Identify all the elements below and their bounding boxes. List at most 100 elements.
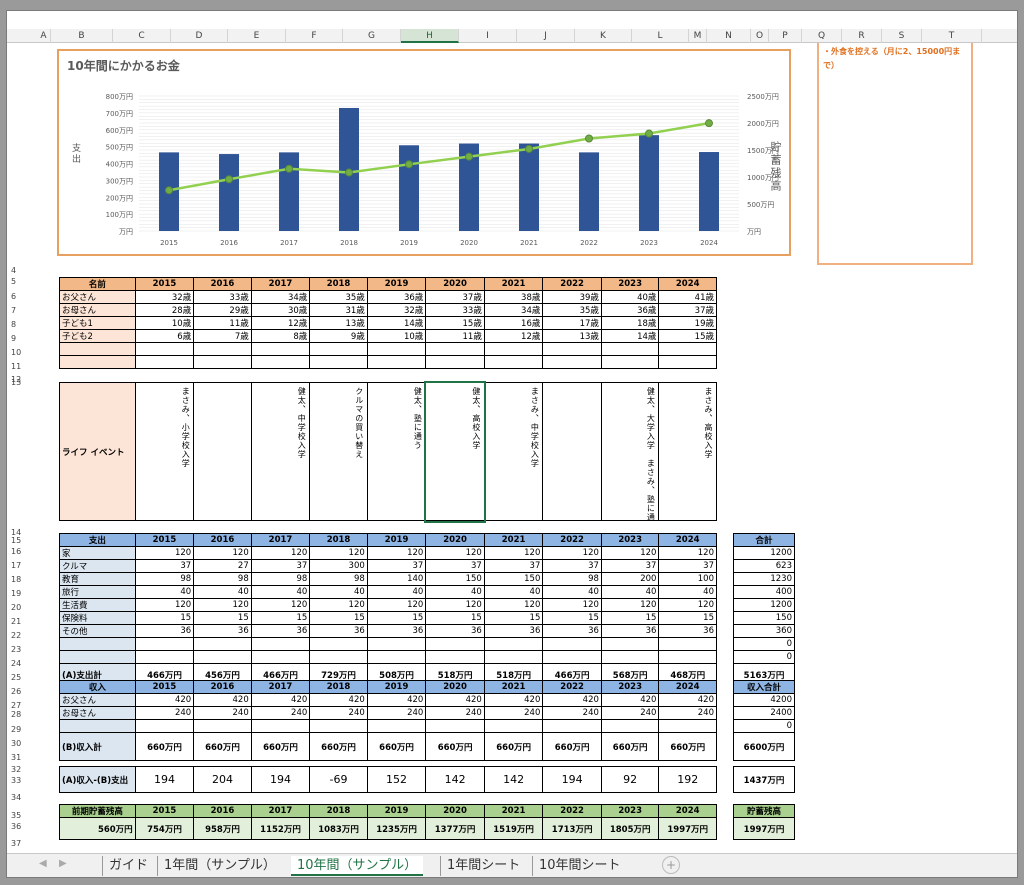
ages-row-value[interactable] [658, 355, 717, 369]
life-event-cell[interactable]: まさみ、高校入学 [658, 382, 717, 521]
ages-row-value[interactable]: 32歳 [134, 290, 195, 304]
ages-row-value[interactable]: 14歳 [600, 329, 660, 343]
expense-row-value[interactable]: 120 [193, 546, 252, 560]
ages-row-value[interactable]: 9歳 [309, 329, 368, 343]
ages-row-value[interactable]: 35歳 [309, 290, 368, 304]
row-header-35[interactable]: 35 [11, 811, 22, 820]
life-event-cell[interactable]: まさみ、小学校入学 [134, 382, 195, 521]
expense-header-value[interactable]: 2017 [250, 533, 311, 547]
income-total-value[interactable]: 660万円 [658, 732, 717, 761]
life-event-cell[interactable]: 健太、大学入学 まさみ、塾に通う [600, 382, 660, 521]
ages-row-value[interactable]: 16歳 [483, 316, 544, 330]
expense-row-value[interactable]: 98 [250, 572, 311, 586]
expense-row-value[interactable]: 27 [193, 559, 252, 573]
savings-row-value[interactable]: 1997万円 [658, 817, 717, 840]
column-header-f[interactable]: F [286, 29, 343, 43]
row-header-10[interactable]: 10 [11, 348, 22, 357]
income-row-value[interactable] [542, 719, 602, 733]
column-header-n[interactable]: N [707, 29, 751, 43]
ages-row-value[interactable] [483, 355, 544, 369]
row-header-22[interactable]: 22 [11, 631, 22, 640]
income-row-label[interactable] [59, 719, 136, 733]
expense-row-value[interactable]: 36 [483, 624, 544, 638]
row-header-7[interactable]: 7 [11, 306, 17, 315]
row-header-25[interactable]: 25 [11, 673, 22, 682]
expense-header-value[interactable]: 2023 [600, 533, 660, 547]
savings-row-value[interactable]: 1377万円 [425, 817, 485, 840]
expense-row-value[interactable] [134, 650, 195, 664]
tab-scroll-left-icon[interactable]: ◀ [39, 858, 47, 869]
expense-row-value[interactable]: 120 [309, 598, 368, 612]
income-row-value[interactable]: 240 [425, 706, 485, 720]
ages-row-value[interactable]: 30歳 [250, 303, 311, 317]
row-header-6[interactable]: 6 [11, 292, 17, 301]
income-row-value[interactable]: 420 [425, 693, 485, 707]
ages-row-value[interactable]: 15歳 [425, 316, 485, 330]
savings-header-value[interactable]: 2017 [250, 804, 311, 818]
column-header-b[interactable]: B [51, 29, 113, 43]
expense-row-value[interactable]: 98 [193, 572, 252, 586]
expense-row-value[interactable]: 15 [193, 611, 252, 625]
ages-row-value[interactable]: 12歳 [483, 329, 544, 343]
life-event-cell[interactable]: まさみ、中学校入学 [483, 382, 544, 521]
expense-row-value[interactable]: 15 [309, 611, 368, 625]
income-row-value[interactable]: 420 [309, 693, 368, 707]
savings-header-label[interactable]: 前期貯蓄残高 [59, 804, 136, 818]
tab-scroll-right-icon[interactable]: ▶ [59, 858, 67, 869]
ages-row-value[interactable]: 15歳 [658, 329, 717, 343]
income-header-value[interactable]: 2015 [134, 680, 195, 694]
ages-row-value[interactable]: 33歳 [425, 303, 485, 317]
income-row-value[interactable] [366, 719, 427, 733]
row-header-17[interactable]: 17 [11, 561, 22, 570]
income-row-value[interactable]: 420 [193, 693, 252, 707]
ages-row-value[interactable]: 36歳 [600, 303, 660, 317]
ages-row-value[interactable] [425, 342, 485, 356]
ages-row-value[interactable]: 39歳 [542, 290, 602, 304]
ages-row-value[interactable] [193, 355, 252, 369]
ages-row-value[interactable] [542, 342, 602, 356]
life-event-cell[interactable] [542, 382, 602, 521]
expense-row-value[interactable]: 120 [425, 598, 485, 612]
expense-row-value[interactable] [542, 637, 602, 651]
ages-row-value[interactable]: 14歳 [366, 316, 427, 330]
income-total-value[interactable]: 660万円 [309, 732, 368, 761]
expense-row-value[interactable]: 150 [425, 572, 485, 586]
expense-header-value[interactable]: 2015 [134, 533, 195, 547]
income-total-value[interactable]: 660万円 [542, 732, 602, 761]
expense-row-label[interactable]: 旅行 [59, 585, 136, 599]
ages-row-value[interactable]: 31歳 [309, 303, 368, 317]
ages-header-value[interactable]: 2023 [600, 277, 660, 291]
expense-row-value[interactable]: 120 [366, 546, 427, 560]
income-row-value[interactable]: 420 [658, 693, 717, 707]
income-total-value[interactable]: 660万円 [425, 732, 485, 761]
ages-row-value[interactable] [250, 355, 311, 369]
row-header-13[interactable]: 13 [11, 378, 22, 387]
expense-row-value[interactable] [193, 650, 252, 664]
savings-header-value[interactable]: 2021 [483, 804, 544, 818]
income-row-value[interactable] [658, 719, 717, 733]
ages-row-value[interactable] [193, 342, 252, 356]
ages-row-value[interactable]: 34歳 [483, 303, 544, 317]
column-header-k[interactable]: K [575, 29, 632, 43]
expense-row-label[interactable]: 教育 [59, 572, 136, 586]
expense-row-value[interactable] [366, 637, 427, 651]
expense-row-value[interactable]: 200 [600, 572, 660, 586]
expense-row-value[interactable]: 120 [134, 598, 195, 612]
expense-row-value[interactable]: 40 [658, 585, 717, 599]
expense-row-value[interactable] [250, 637, 311, 651]
expense-header-value[interactable]: 2018 [309, 533, 368, 547]
ages-row-value[interactable]: 36歳 [366, 290, 427, 304]
expense-row-value[interactable]: 40 [250, 585, 311, 599]
expense-row-value[interactable] [600, 650, 660, 664]
horizontal-scrollbar[interactable] [697, 857, 1017, 871]
life-event-cell[interactable]: クルマの買い替え [309, 382, 368, 521]
expense-row-value[interactable]: 37 [658, 559, 717, 573]
column-header-l[interactable]: L [632, 29, 689, 43]
income-row-value[interactable]: 240 [366, 706, 427, 720]
ages-header-value[interactable]: 2020 [425, 277, 485, 291]
column-header-j[interactable]: J [517, 29, 575, 43]
expense-row-value[interactable]: 98 [134, 572, 195, 586]
savings-header-value[interactable]: 2020 [425, 804, 485, 818]
ages-row-value[interactable] [600, 355, 660, 369]
ages-row-value[interactable] [600, 342, 660, 356]
